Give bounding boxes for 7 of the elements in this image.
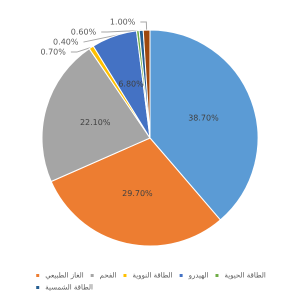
data-label: 22.10% — [80, 118, 111, 127]
data-label: 29.70% — [122, 189, 154, 198]
data-label: 0.40% — [53, 38, 79, 47]
data-label: 0.70% — [40, 48, 66, 57]
data-label: 0.60% — [70, 28, 97, 37]
data-label: 1.00% — [110, 18, 136, 27]
data-label: 38.70% — [188, 114, 220, 123]
